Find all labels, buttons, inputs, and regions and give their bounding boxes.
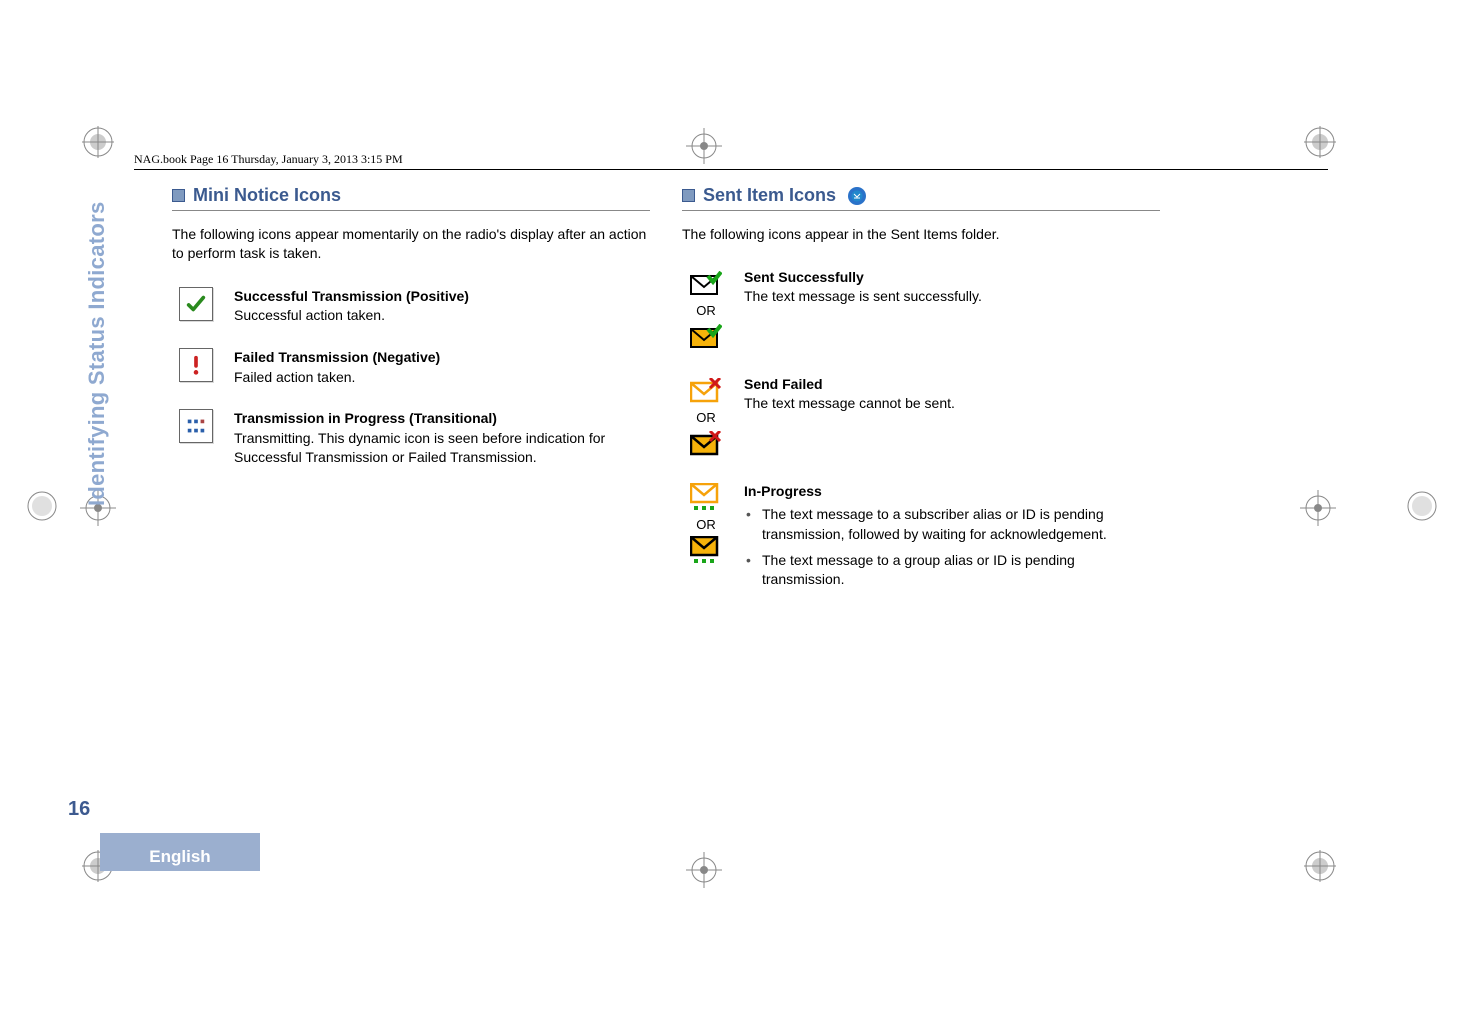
- item-title: Send Failed: [744, 375, 955, 395]
- icon-cell: [172, 409, 220, 468]
- failed-exclamation-icon: [179, 348, 213, 382]
- item-title: Sent Successfully: [744, 268, 982, 288]
- regmark-l: [26, 490, 58, 522]
- item-title: Successful Transmission (Positive): [234, 287, 469, 307]
- icon-cell: OR: [682, 268, 730, 353]
- envelope-send-failed-gold-icon: [688, 428, 724, 460]
- icon-row-sent-success: OR Sent Successfully The text message is…: [682, 268, 1160, 353]
- item-title: In-Progress: [744, 482, 1160, 502]
- icon-row-in-progress: OR In-Progress The text message to a sub…: [682, 482, 1160, 596]
- bullet-item: The text message to a group alias or ID …: [758, 551, 1160, 590]
- left-column: Mini Notice Icons The following icons ap…: [172, 185, 650, 618]
- section-header-sent-items: Sent Item Icons: [682, 185, 1160, 211]
- item-title: Transmission in Progress (Transitional): [234, 409, 650, 429]
- crosshair-bot-mid: [684, 850, 724, 890]
- or-label: OR: [696, 517, 716, 532]
- icon-row-success: Successful Transmission (Positive) Succe…: [172, 287, 650, 326]
- section-bullet-icon: [682, 189, 695, 202]
- section-intro: The following icons appear in the Sent I…: [682, 225, 1160, 244]
- item-body: Successful action taken.: [234, 306, 469, 326]
- item-title: Failed Transmission (Negative): [234, 348, 440, 368]
- section-heading-text: Mini Notice Icons: [193, 185, 341, 206]
- envelope-send-failed-icon: [688, 375, 724, 407]
- icon-row-send-failed: OR Send Failed The text message cannot b…: [682, 375, 1160, 460]
- icon-row-failed: Failed Transmission (Negative) Failed ac…: [172, 348, 650, 387]
- icon-desc: Transmission in Progress (Transitional) …: [234, 409, 650, 468]
- item-body: Failed action taken.: [234, 368, 440, 388]
- envelope-sent-success-gold-icon: [688, 321, 724, 353]
- side-label: Identifying Status Indicators: [84, 201, 110, 506]
- language-tab: English: [100, 833, 260, 871]
- regmark-br: [1304, 850, 1336, 882]
- icon-desc: Send Failed The text message cannot be s…: [744, 375, 955, 460]
- right-column: Sent Item Icons The following icons appe…: [682, 185, 1160, 618]
- icon-desc: Successful Transmission (Positive) Succe…: [234, 287, 469, 326]
- icon-desc: Sent Successfully The text message is se…: [744, 268, 982, 353]
- bullet-list: The text message to a subscriber alias o…: [744, 505, 1160, 589]
- section-bullet-icon: [172, 189, 185, 202]
- envelope-sent-success-icon: [688, 268, 724, 300]
- progress-dots-icon: [179, 409, 213, 443]
- icon-cell: OR: [682, 375, 730, 460]
- or-label: OR: [696, 410, 716, 425]
- section-intro: The following icons appear momentarily o…: [172, 225, 650, 263]
- page-header: NAG.book Page 16 Thursday, January 3, 20…: [134, 152, 1328, 170]
- success-check-icon: [179, 287, 213, 321]
- icon-desc: In-Progress The text message to a subscr…: [744, 482, 1160, 596]
- bullet-item: The text message to a subscriber alias o…: [758, 505, 1160, 544]
- page-number: 16: [68, 798, 90, 821]
- icon-cell: [172, 348, 220, 387]
- envelope-in-progress-icon: [688, 482, 724, 514]
- icon-cell: OR: [682, 482, 730, 596]
- item-body: The text message is sent successfully.: [744, 287, 982, 307]
- item-body: The text message cannot be sent.: [744, 394, 955, 414]
- icon-row-progress: Transmission in Progress (Transitional) …: [172, 409, 650, 468]
- envelope-in-progress-gold-icon: [688, 535, 724, 567]
- connect-plus-badge-icon: [848, 187, 866, 205]
- content-area: Mini Notice Icons The following icons ap…: [172, 185, 1328, 618]
- item-body: Transmitting. This dynamic icon is seen …: [234, 429, 650, 468]
- icon-desc: Failed Transmission (Negative) Failed ac…: [234, 348, 440, 387]
- regmark-tl: [82, 126, 114, 158]
- section-header-mini-notice: Mini Notice Icons: [172, 185, 650, 211]
- icon-cell: [172, 287, 220, 326]
- or-label: OR: [696, 303, 716, 318]
- regmark-r: [1406, 490, 1438, 522]
- section-heading-text: Sent Item Icons: [703, 185, 836, 206]
